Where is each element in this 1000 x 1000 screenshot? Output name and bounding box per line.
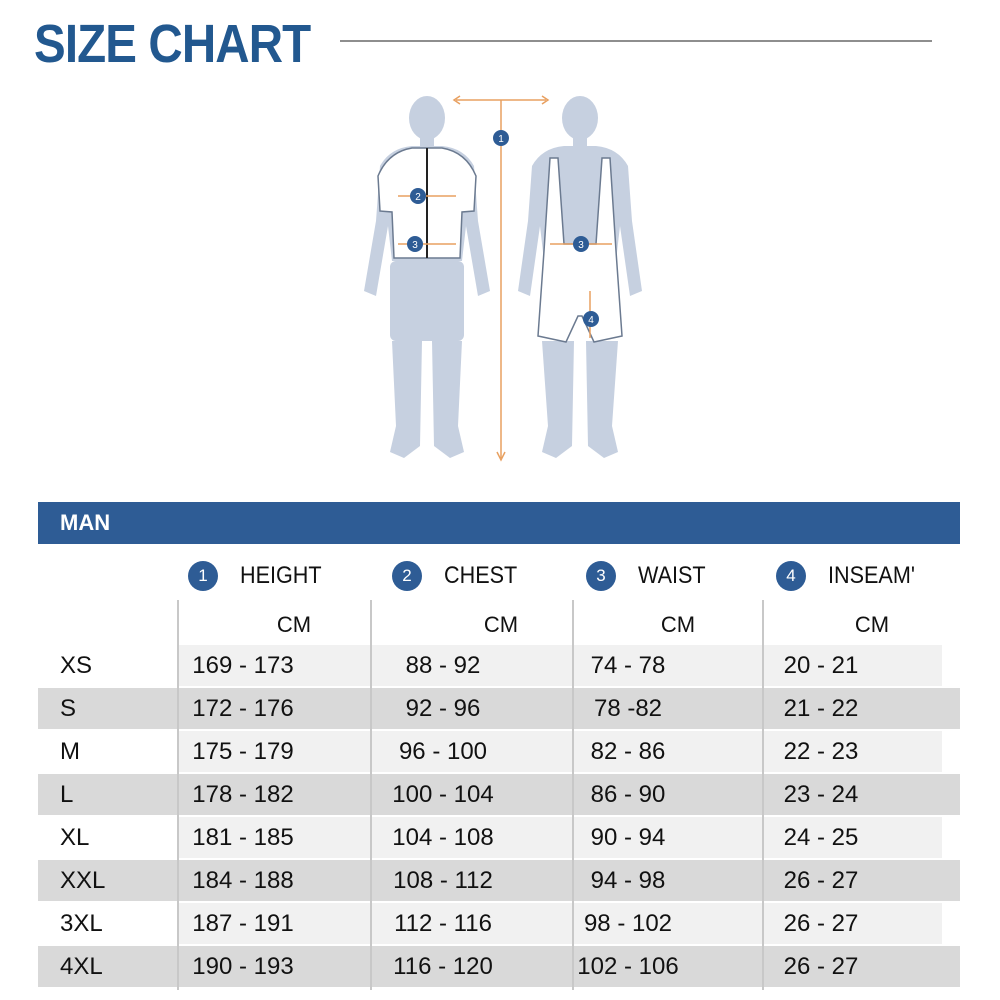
chest-cell: 88 - 92 (405, 652, 481, 679)
column-header-chest: 2 CHEST (392, 558, 525, 594)
badge-4: 4 (776, 561, 806, 591)
page-title: SIZE CHART (34, 14, 311, 74)
height-cell: 184 - 188 (192, 867, 294, 894)
table-row: XS 169 - 173 88 - 92 74 - 78 20 - 21 (38, 645, 960, 686)
marker-4: 4 (583, 311, 599, 327)
waist-cell: 90 - 94 (590, 824, 666, 851)
inseam-cell: 26 - 27 (783, 953, 859, 980)
badge-2: 2 (392, 561, 422, 591)
height-cell: 190 - 193 (192, 953, 294, 980)
column-header-waist: 3 WAIST (586, 558, 713, 594)
waist-cell: 86 - 90 (590, 781, 666, 808)
unit-waist: CM (660, 612, 696, 637)
height-cell: 181 - 185 (192, 824, 294, 851)
size-cell: L (60, 781, 74, 808)
column-divider (177, 600, 179, 990)
row-background (178, 817, 942, 858)
table-row: L 178 - 182 100 - 104 86 - 90 23 - 24 (38, 774, 960, 815)
waist-cell: 98 - 102 (583, 910, 673, 937)
svg-text:1: 1 (498, 134, 504, 145)
inseam-cell: 20 - 21 (783, 652, 859, 679)
badge-1: 1 (188, 561, 218, 591)
measurement-figure-illustration: 1 2 3 3 4 (364, 95, 642, 462)
marker-2: 2 (410, 188, 426, 204)
chest-cell: 100 - 104 (392, 781, 494, 808)
column-divider (762, 600, 764, 990)
marker-3-front: 3 (407, 236, 423, 252)
height-arrow (452, 95, 550, 462)
size-cell: XXL (60, 867, 106, 894)
waist-cell: 82 - 86 (590, 738, 666, 765)
marker-3-back: 3 (573, 236, 589, 252)
table-row: S 172 - 176 92 - 96 78 -82 21 - 22 (38, 688, 960, 729)
inseam-cell: 23 - 24 (783, 781, 859, 808)
column-divider (572, 600, 574, 990)
column-header-inseam: 4 INSEAM' (776, 558, 925, 594)
unit-chest: CM (483, 612, 519, 637)
svg-text:3: 3 (578, 240, 584, 251)
title-divider (340, 40, 932, 42)
inseam-cell: 21 - 22 (783, 695, 859, 722)
column-label: WAIST (638, 562, 706, 589)
row-background (178, 903, 942, 944)
column-label: INSEAM' (828, 562, 915, 589)
chest-cell: 108 - 112 (393, 867, 493, 894)
table-row: XXL 184 - 188 108 - 112 94 - 98 26 - 27 (38, 860, 960, 901)
size-cell: S (60, 695, 77, 722)
table-row: XL 181 - 185 104 - 108 90 - 94 24 - 25 (38, 817, 960, 858)
unit-height: CM (276, 612, 312, 637)
table-row: M 175 - 179 96 - 100 82 - 86 22 - 23 (38, 731, 960, 772)
unit-inseam: CM (854, 612, 890, 637)
svg-text:3: 3 (412, 240, 418, 251)
inseam-cell: 26 - 27 (783, 910, 859, 937)
row-background (178, 731, 942, 772)
badge-3: 3 (586, 561, 616, 591)
waist-cell: 78 -82 (593, 695, 663, 722)
size-cell: XL (60, 824, 90, 851)
chest-cell: 104 - 108 (392, 824, 494, 851)
table-row: 4XL 190 - 193 116 - 120 102 - 106 26 - 27 (38, 946, 960, 987)
inseam-cell: 22 - 23 (783, 738, 859, 765)
size-cell: XS (60, 652, 93, 679)
waist-cell: 102 - 106 (577, 953, 679, 980)
marker-1: 1 (493, 130, 509, 146)
chest-cell: 112 - 116 (394, 910, 492, 937)
svg-text:4: 4 (588, 315, 594, 326)
column-divider (370, 600, 372, 990)
waist-cell: 94 - 98 (590, 867, 666, 894)
size-cell: 3XL (60, 910, 103, 937)
table-row: 3XL 187 - 191 112 - 116 98 - 102 26 - 27 (38, 903, 960, 944)
column-label: CHEST (444, 562, 518, 589)
inseam-cell: 24 - 25 (783, 824, 859, 851)
row-background (178, 645, 942, 686)
size-cell: 4XL (60, 953, 103, 980)
height-cell: 175 - 179 (192, 738, 294, 765)
section-header-man: MAN (38, 502, 960, 544)
size-cell: M (60, 738, 80, 765)
waist-cell: 74 - 78 (590, 652, 666, 679)
svg-text:2: 2 (415, 192, 421, 203)
section-label: MAN (60, 510, 111, 535)
height-cell: 169 - 173 (192, 652, 294, 679)
height-cell: 178 - 182 (192, 781, 294, 808)
height-cell: 172 - 176 (192, 695, 294, 722)
chest-cell: 96 - 100 (398, 738, 488, 765)
chest-cell: 92 - 96 (405, 695, 481, 722)
column-label: HEIGHT (240, 562, 322, 589)
inseam-cell: 26 - 27 (783, 867, 859, 894)
column-header-height: 1 HEIGHT (188, 558, 331, 594)
height-cell: 187 - 191 (192, 910, 294, 937)
chest-cell: 116 - 120 (393, 953, 493, 980)
